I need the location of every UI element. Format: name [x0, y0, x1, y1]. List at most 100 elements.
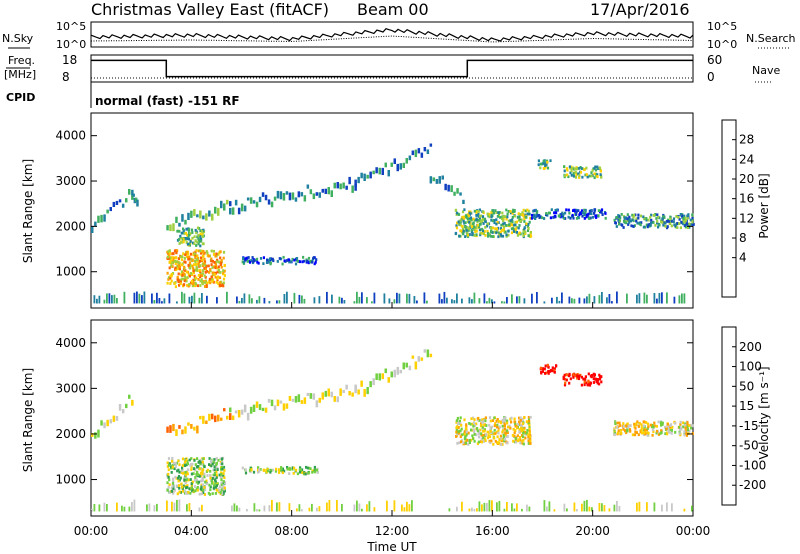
echo-blob-mark [523, 227, 526, 231]
echo-blob-mark [479, 432, 482, 436]
echo-blob-mark [278, 471, 281, 474]
echo-blob-mark [272, 259, 275, 263]
echo-blob-mark [171, 261, 174, 264]
echo-blob-mark [247, 256, 250, 259]
echo-blob-mark [316, 471, 319, 474]
echo-blob-mark [277, 468, 281, 472]
echo-arc-mark [366, 174, 369, 179]
ground-scatter-mark [331, 294, 333, 304]
echo-blob-mark [187, 237, 191, 241]
echo-blob-mark [290, 260, 293, 264]
echo-blob-mark [186, 462, 189, 466]
echo-blob-mark [222, 485, 225, 488]
echo-blob-mark [208, 277, 211, 281]
echo-blob-mark [167, 457, 171, 460]
echo-blob-mark [625, 424, 628, 428]
echo-blob-mark [210, 278, 213, 281]
echo-blob-mark [562, 213, 565, 216]
echo-arc-mark [366, 387, 369, 395]
echo-blob-mark [574, 374, 577, 378]
ground-scatter-mark [566, 508, 568, 512]
echo-blob-mark [173, 488, 176, 492]
echo-blob-mark [195, 244, 198, 247]
echo-arc-mark [369, 171, 372, 179]
echo-blob-mark [643, 216, 646, 220]
echo-arc-mark [360, 172, 363, 179]
echo-blob-mark [166, 281, 169, 285]
ground-scatter-mark [371, 301, 373, 304]
echo-arc-mark [211, 413, 214, 420]
colorbar-tick-label: 8 [739, 231, 747, 245]
echo-blob-mark [295, 257, 299, 260]
echo-blob-mark [169, 259, 172, 262]
echo-blob-mark [481, 418, 484, 422]
echo-blob-mark [183, 238, 186, 241]
echo-blob-mark [177, 476, 180, 480]
echo-blob-mark [202, 255, 205, 258]
x-axis-label: Time UT [366, 540, 417, 554]
echo-arc-mark [450, 185, 453, 193]
ground-scatter-mark [516, 503, 518, 512]
echo-blob-mark [666, 432, 669, 436]
echo-blob-mark [494, 439, 497, 443]
echo-blob-mark [204, 275, 207, 279]
echo-blob-mark [266, 469, 270, 473]
echo-blob-mark [170, 264, 173, 268]
echo-blob-mark [476, 220, 479, 224]
echo-blob-mark [167, 276, 171, 279]
echo-blob-mark [614, 221, 617, 225]
echo-blob-mark [512, 427, 515, 431]
freq-trace [91, 59, 693, 78]
echo-blob-mark [597, 167, 600, 170]
echo-blob-mark [677, 215, 680, 219]
echo-blob-mark [200, 237, 203, 241]
echo-blob-mark [190, 486, 193, 490]
echo-blob-mark [562, 377, 565, 381]
echo-blob-mark [179, 255, 182, 259]
echo-arc-mark [423, 147, 427, 152]
echo-blob-mark [200, 483, 203, 487]
ground-scatter-mark [658, 293, 661, 304]
echo-blob-mark [279, 469, 282, 472]
echo-blob-mark [177, 263, 180, 266]
ground-scatter-mark [483, 293, 486, 304]
echo-blob-mark [471, 231, 474, 235]
echo-blob-mark [196, 266, 199, 270]
echo-arc-mark [300, 400, 304, 404]
echo-blob-mark [587, 380, 590, 384]
ground-scatter-mark [551, 297, 553, 304]
echo-blob-mark [223, 274, 226, 277]
y-tick-label: 1000 [55, 473, 86, 487]
echo-blob-mark [691, 424, 694, 428]
echo-blob-mark [631, 213, 634, 217]
ground-scatter-mark [226, 291, 228, 304]
freq-left-tick-bottom: 8 [62, 70, 70, 84]
echo-blob-mark [502, 219, 505, 223]
echo-blob-mark [586, 175, 589, 179]
ground-scatter-mark [476, 508, 478, 512]
echo-arc-mark [399, 163, 402, 170]
echo-blob-mark [211, 481, 214, 485]
echo-blob-mark [501, 438, 504, 441]
echo-blob-mark [462, 229, 465, 233]
echo-arc-mark [369, 381, 372, 388]
echo-blob-mark [554, 208, 557, 212]
echo-blob-mark [210, 263, 213, 266]
colorbar-frame [721, 119, 737, 298]
echo-blob-mark [198, 240, 201, 243]
echo-blob-mark [465, 215, 468, 219]
echo-blob-mark [280, 467, 283, 471]
ground-scatter-mark [356, 500, 358, 512]
echo-blob-mark [496, 220, 499, 224]
echo-blob-mark [481, 218, 484, 221]
ground-scatter-mark [368, 501, 371, 512]
echo-blob-mark [519, 416, 522, 420]
echo-arc-mark [202, 215, 205, 220]
echo-blob-mark [257, 466, 260, 469]
echo-blob-mark [497, 431, 500, 435]
echo-blob-mark [480, 434, 483, 437]
echo-blob-mark [204, 267, 207, 271]
echo-blob-mark [596, 165, 599, 169]
echo-blob-mark [214, 480, 217, 484]
echo-blob-mark [684, 219, 688, 222]
